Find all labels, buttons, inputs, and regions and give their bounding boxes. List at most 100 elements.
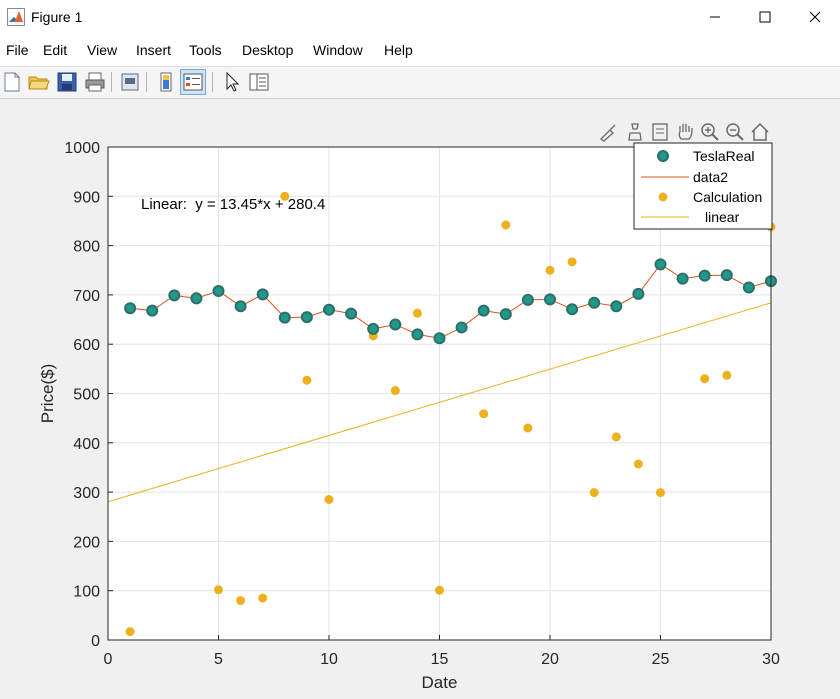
legend-teslareal-marker [657, 150, 669, 162]
colorbar-icon[interactable] [154, 70, 178, 94]
calculation-point [545, 265, 555, 275]
teslareal-point [742, 281, 755, 294]
calculation-point [700, 374, 710, 384]
minimize-button[interactable] [690, 0, 740, 34]
y-tick-label: 0 [91, 633, 100, 650]
x-tick-label: 20 [541, 651, 559, 668]
teslareal-point [654, 258, 667, 271]
teslareal-point [411, 328, 424, 341]
x-tick-label: 10 [320, 651, 338, 668]
calculation-point [302, 375, 312, 385]
menu-help[interactable]: Help [384, 42, 413, 58]
calculation-point [479, 409, 489, 419]
legend[interactable]: TeslaReal data2 Calculation linear [633, 142, 773, 230]
x-tick-label: 25 [652, 651, 670, 668]
teslareal-point [455, 321, 468, 334]
teslareal-point [632, 287, 645, 300]
teslareal-point [566, 303, 579, 316]
teslareal-point [367, 322, 380, 335]
teslareal-point [256, 288, 269, 301]
calculation-point [501, 220, 511, 230]
y-tick-label: 1000 [64, 140, 100, 157]
calculation-point [390, 386, 400, 396]
close-icon [809, 11, 821, 23]
teslareal-point [521, 293, 534, 306]
teslareal-point [588, 296, 601, 309]
fit-equation-annotation: Linear: y = 13.45*x + 280.4 [141, 196, 325, 213]
menu-view[interactable]: View [87, 42, 118, 58]
x-tick-label: 15 [431, 651, 449, 668]
calculation-point [324, 494, 334, 504]
toolbar-separator [111, 72, 112, 92]
calculation-point [633, 459, 643, 469]
teslareal-point [433, 332, 446, 345]
open-file-icon[interactable] [27, 70, 51, 94]
new-figure-icon[interactable] [0, 70, 24, 94]
y-axis-label: Price($) [38, 364, 57, 424]
home-icon[interactable] [749, 121, 771, 143]
zoom-in-icon[interactable] [699, 121, 721, 143]
zoom-out-icon[interactable] [724, 121, 746, 143]
teslareal-point [146, 304, 159, 317]
teslareal-point [190, 292, 203, 305]
marker-layer [124, 191, 777, 637]
toolbar-separator [146, 72, 147, 92]
teslareal-point [610, 300, 623, 313]
menu-edit[interactable]: Edit [43, 42, 68, 58]
axes-toolbar [598, 121, 776, 143]
fit-layer [107, 302, 772, 503]
y-tick-label: 200 [73, 534, 100, 551]
teslareal-point [499, 308, 512, 321]
menu-window[interactable]: Window [313, 42, 363, 58]
teslareal-point [676, 272, 689, 285]
window-title: Figure 1 [31, 9, 83, 25]
y-tick-label: 600 [73, 337, 100, 354]
title-bar: Figure 1 [0, 0, 840, 34]
save-icon[interactable] [55, 70, 79, 94]
ticks: 0 5 10 15 20 25 300100200300400500600700800900… [64, 140, 780, 668]
x-tick-label: 30 [762, 651, 780, 668]
menu-file[interactable]: File [6, 42, 29, 58]
menu-desktop[interactable]: Desktop [242, 42, 294, 58]
teslareal-point [168, 289, 181, 302]
calculation-point [589, 488, 599, 498]
pointer-icon[interactable] [220, 70, 244, 94]
restore-view-icon[interactable] [649, 121, 671, 143]
pan-icon[interactable] [674, 121, 696, 143]
teslareal-point [234, 300, 247, 313]
teslareal-point [323, 303, 335, 316]
y-tick-label: 700 [73, 288, 100, 305]
teslareal-point [212, 284, 225, 297]
teslareal-point [477, 304, 490, 317]
brush-icon[interactable] [598, 121, 620, 143]
data-tips-icon[interactable] [624, 121, 646, 143]
maximize-button[interactable] [740, 0, 790, 34]
menu-insert[interactable]: Insert [136, 42, 172, 58]
legend-linear-label: linear [705, 209, 740, 225]
y-tick-label: 800 [73, 239, 100, 256]
legend-data2-label: data2 [693, 169, 728, 185]
teslareal-point [389, 318, 402, 331]
menu-tools[interactable]: Tools [189, 42, 222, 58]
legend-calculation-label: Calculation [693, 189, 762, 205]
maximize-icon [759, 11, 771, 23]
linear-fit-line [107, 302, 772, 503]
menu-bar: File Edit View Insert Tools Desktop Wind… [0, 34, 840, 67]
y-tick-label: 100 [73, 584, 100, 601]
y-tick-label: 900 [73, 189, 100, 206]
print-icon[interactable] [83, 70, 107, 94]
print-preview-icon[interactable] [118, 70, 142, 94]
legend-calculation-marker [658, 192, 668, 202]
x-tick-label: 0 [104, 651, 113, 668]
calculation-point [435, 585, 444, 595]
legend-box [633, 142, 773, 230]
property-inspector-icon[interactable] [247, 70, 271, 94]
x-tick-label: 5 [214, 651, 223, 668]
y-tick-label: 300 [73, 485, 100, 502]
calculation-point [611, 432, 621, 442]
close-button[interactable] [790, 0, 840, 34]
teslareal-point [124, 302, 137, 315]
calculation-point [280, 191, 290, 201]
legend-icon[interactable] [180, 69, 206, 95]
